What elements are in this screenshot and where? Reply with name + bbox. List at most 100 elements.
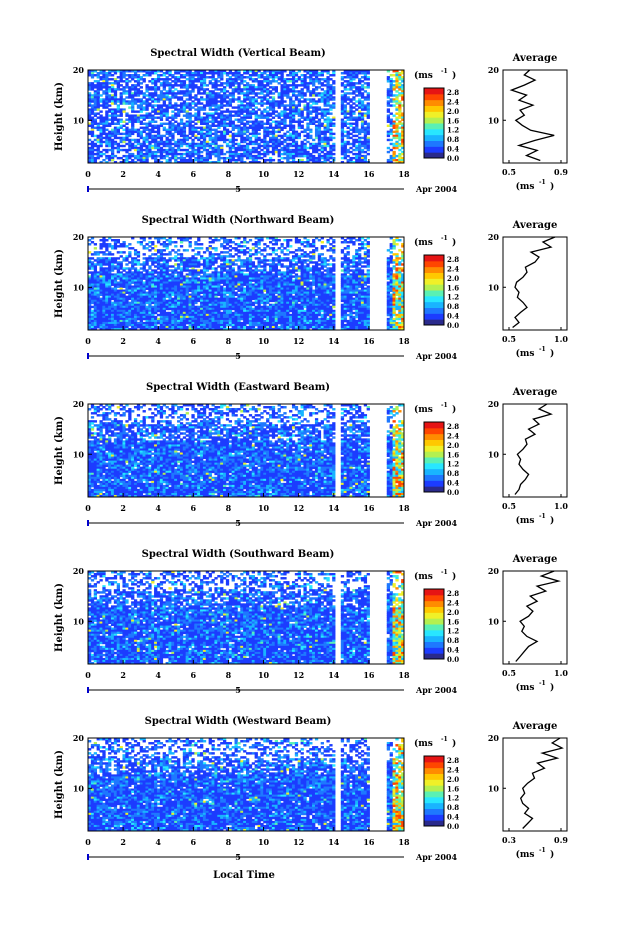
heatmap-cell [277,154,281,158]
heatmap-cell [139,305,143,309]
heatmap-cell [108,245,112,248]
colorbar-segment [424,123,444,130]
heatmap-cell [139,78,143,81]
heatmap-cell [200,327,204,331]
heatmap-cell [323,138,327,142]
heatmap-cell [314,158,319,162]
heatmap-cell [401,136,405,140]
heatmap-cell [191,277,195,280]
heatmap-cell [139,267,143,270]
heatmap-cell [349,156,353,160]
heatmap-cell [174,70,178,73]
heatmap-cell [177,112,181,115]
heatmap-cell [237,118,241,121]
heatmap-cell [131,122,135,125]
heatmap-cell [145,297,149,301]
heatmap-cell [271,110,276,113]
heatmap-cell [174,319,178,323]
heatmap-cell [151,80,155,83]
heatmap-cell [202,291,207,295]
heatmap-cell [162,325,166,329]
heatmap-cell [96,126,100,130]
heatmap-cell [122,245,126,248]
heatmap-cell [263,108,267,111]
heatmap-cell [254,148,258,152]
heatmap-cell [168,305,172,309]
heatmap-cell [90,144,95,148]
heatmap-cell [246,148,250,152]
heatmap-cell [309,154,313,158]
heatmap-cell [131,154,135,158]
heatmap-cell [179,321,184,325]
heatmap-cell [326,122,330,125]
heatmap-cell [223,128,227,132]
heatmap-cell [110,102,115,105]
heatmap-cell [202,108,207,111]
heatmap-cell [122,251,126,254]
heatmap-cell [320,156,324,160]
heatmap-cell [119,78,123,81]
heatmap-cell [237,96,241,99]
heatmap-cell [360,116,365,119]
heatmap-cell [303,94,307,97]
heatmap-cell [303,100,307,103]
heatmap-cell [352,98,356,101]
heatmap-cell [110,110,115,113]
heatmap-cell [108,94,112,97]
average-unit: (ms [516,181,535,192]
heatmap-cell [194,277,198,280]
heatmap-cell [401,144,405,148]
heatmap-cell [139,243,143,246]
heatmap-cell [151,106,155,109]
heatmap-cell [326,150,330,154]
heatmap-cell [197,299,201,303]
heatmap-cell [194,122,198,125]
heatmap-cell [119,321,123,325]
heatmap-cell [389,78,393,81]
heatmap-cell [257,120,261,123]
heatmap-cell [266,100,270,103]
heatmap-cell [119,118,123,121]
heatmap-cell [191,293,195,297]
heatmap-cell [177,249,181,252]
heatmap-cell [133,74,138,77]
heatmap-cell [194,104,198,107]
heatmap-cell [291,138,296,142]
heatmap-cell [358,88,362,91]
heatmap-cell [159,140,164,144]
heatmap-cell [154,104,158,107]
heatmap-cell [151,315,155,319]
heatmap-cell [99,144,103,148]
heatmap-cell [151,325,155,329]
heatmap-cell [214,134,218,138]
heatmap-cell [110,257,115,260]
heatmap-cell [113,305,118,309]
heatmap-cell [205,92,210,95]
heatmap-cell [277,144,281,148]
heatmap-cell [136,269,141,272]
heatmap-cell [257,156,261,160]
heatmap-cell [360,92,365,95]
heatmap-cell [286,134,290,138]
heatmap-cell [88,289,92,292]
heatmap-cell [326,108,330,111]
heatmap-cell [99,325,103,329]
heatmap-cell [194,156,198,160]
heatmap-cell [220,98,224,101]
heatmap-cell [122,140,126,144]
heatmap-cell [398,72,402,75]
heatmap-cell [125,313,129,317]
heatmap-cell [398,110,402,113]
heatmap-cell [366,76,370,79]
heatmap-cell [174,104,178,107]
heatmap-cell [93,285,98,288]
heatmap-cell [139,70,143,73]
heatmap-cell [188,259,192,262]
heatmap-cell [228,138,233,142]
heatmap-cell [197,106,201,109]
heatmap-cell [188,78,192,81]
heatmap-cell [90,291,95,295]
heatmap-cell [197,130,201,134]
heatmap-cell [191,96,195,99]
heatmap-cell [194,243,198,246]
